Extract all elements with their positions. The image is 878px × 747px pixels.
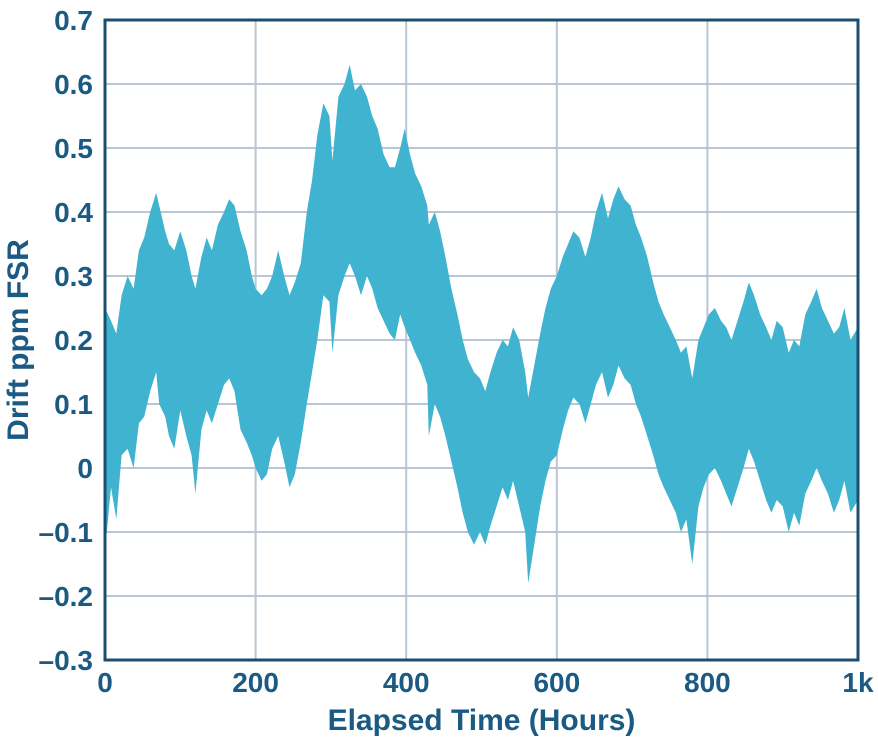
y-tick-label: –0.3 [39, 645, 94, 676]
x-tick-label: 600 [533, 667, 580, 698]
x-axis-label: Elapsed Time (Hours) [328, 704, 636, 737]
y-tick-label: 0.2 [54, 325, 93, 356]
y-tick-label: 0.4 [54, 197, 93, 228]
chart-svg: 0 200 400 600 800 1k –0.3 –0.2 –0.1 0 0.1 0.2 0.3 0.4… [0, 0, 878, 747]
drift-chart: 0 200 400 600 800 1k –0.3 –0.2 –0.1 0 0.1 0.2 0.3 0.4… [0, 0, 878, 747]
y-tick-label: 0.7 [54, 5, 93, 36]
x-tick-label: 400 [383, 667, 430, 698]
y-tick-label: –0.1 [39, 517, 94, 548]
y-tick-label: 0.6 [54, 69, 93, 100]
x-tick-label: 800 [684, 667, 731, 698]
x-tick-label: 0 [97, 667, 113, 698]
x-tick-label: 200 [232, 667, 279, 698]
y-tick-label: 0.1 [54, 389, 93, 420]
x-tick-label: 1k [842, 667, 874, 698]
y-tick-label: 0.3 [54, 261, 93, 292]
y-tick-label: –0.2 [39, 581, 94, 612]
y-tick-label: 0 [77, 453, 93, 484]
y-tick-label: 0.5 [54, 133, 93, 164]
y-axis-label: Drift ppm FSR [2, 239, 35, 441]
